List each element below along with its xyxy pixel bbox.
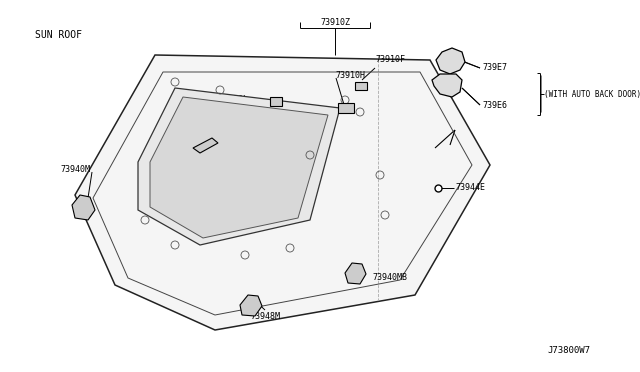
Polygon shape (432, 74, 462, 97)
Text: J73800W7: J73800W7 (547, 346, 590, 355)
Text: 73940M: 73940M (60, 166, 90, 174)
Polygon shape (193, 138, 218, 153)
Polygon shape (345, 263, 366, 284)
Text: SUN ROOF: SUN ROOF (35, 30, 82, 40)
Text: 73910Z: 73910Z (320, 18, 350, 27)
Text: (WITH AUTO BACK DOOR): (WITH AUTO BACK DOOR) (544, 90, 640, 99)
Polygon shape (138, 88, 340, 245)
Polygon shape (240, 295, 262, 316)
Polygon shape (72, 195, 95, 220)
Text: 739E7: 739E7 (482, 64, 507, 73)
Text: 73910H: 73910H (335, 71, 365, 80)
Polygon shape (150, 97, 328, 238)
Text: 73910F: 73910F (375, 55, 405, 64)
Bar (338, 103, 354, 113)
Polygon shape (75, 55, 490, 330)
Text: 73910L: 73910L (218, 96, 248, 105)
Text: 739E6: 739E6 (482, 100, 507, 109)
Polygon shape (436, 48, 465, 74)
Text: 73940MB: 73940MB (372, 273, 407, 282)
Bar (355, 82, 367, 90)
Text: 73940MA: 73940MA (175, 125, 210, 135)
Text: 73944E: 73944E (455, 183, 485, 192)
Text: 73948M: 73948M (250, 312, 280, 321)
Bar (270, 97, 282, 106)
